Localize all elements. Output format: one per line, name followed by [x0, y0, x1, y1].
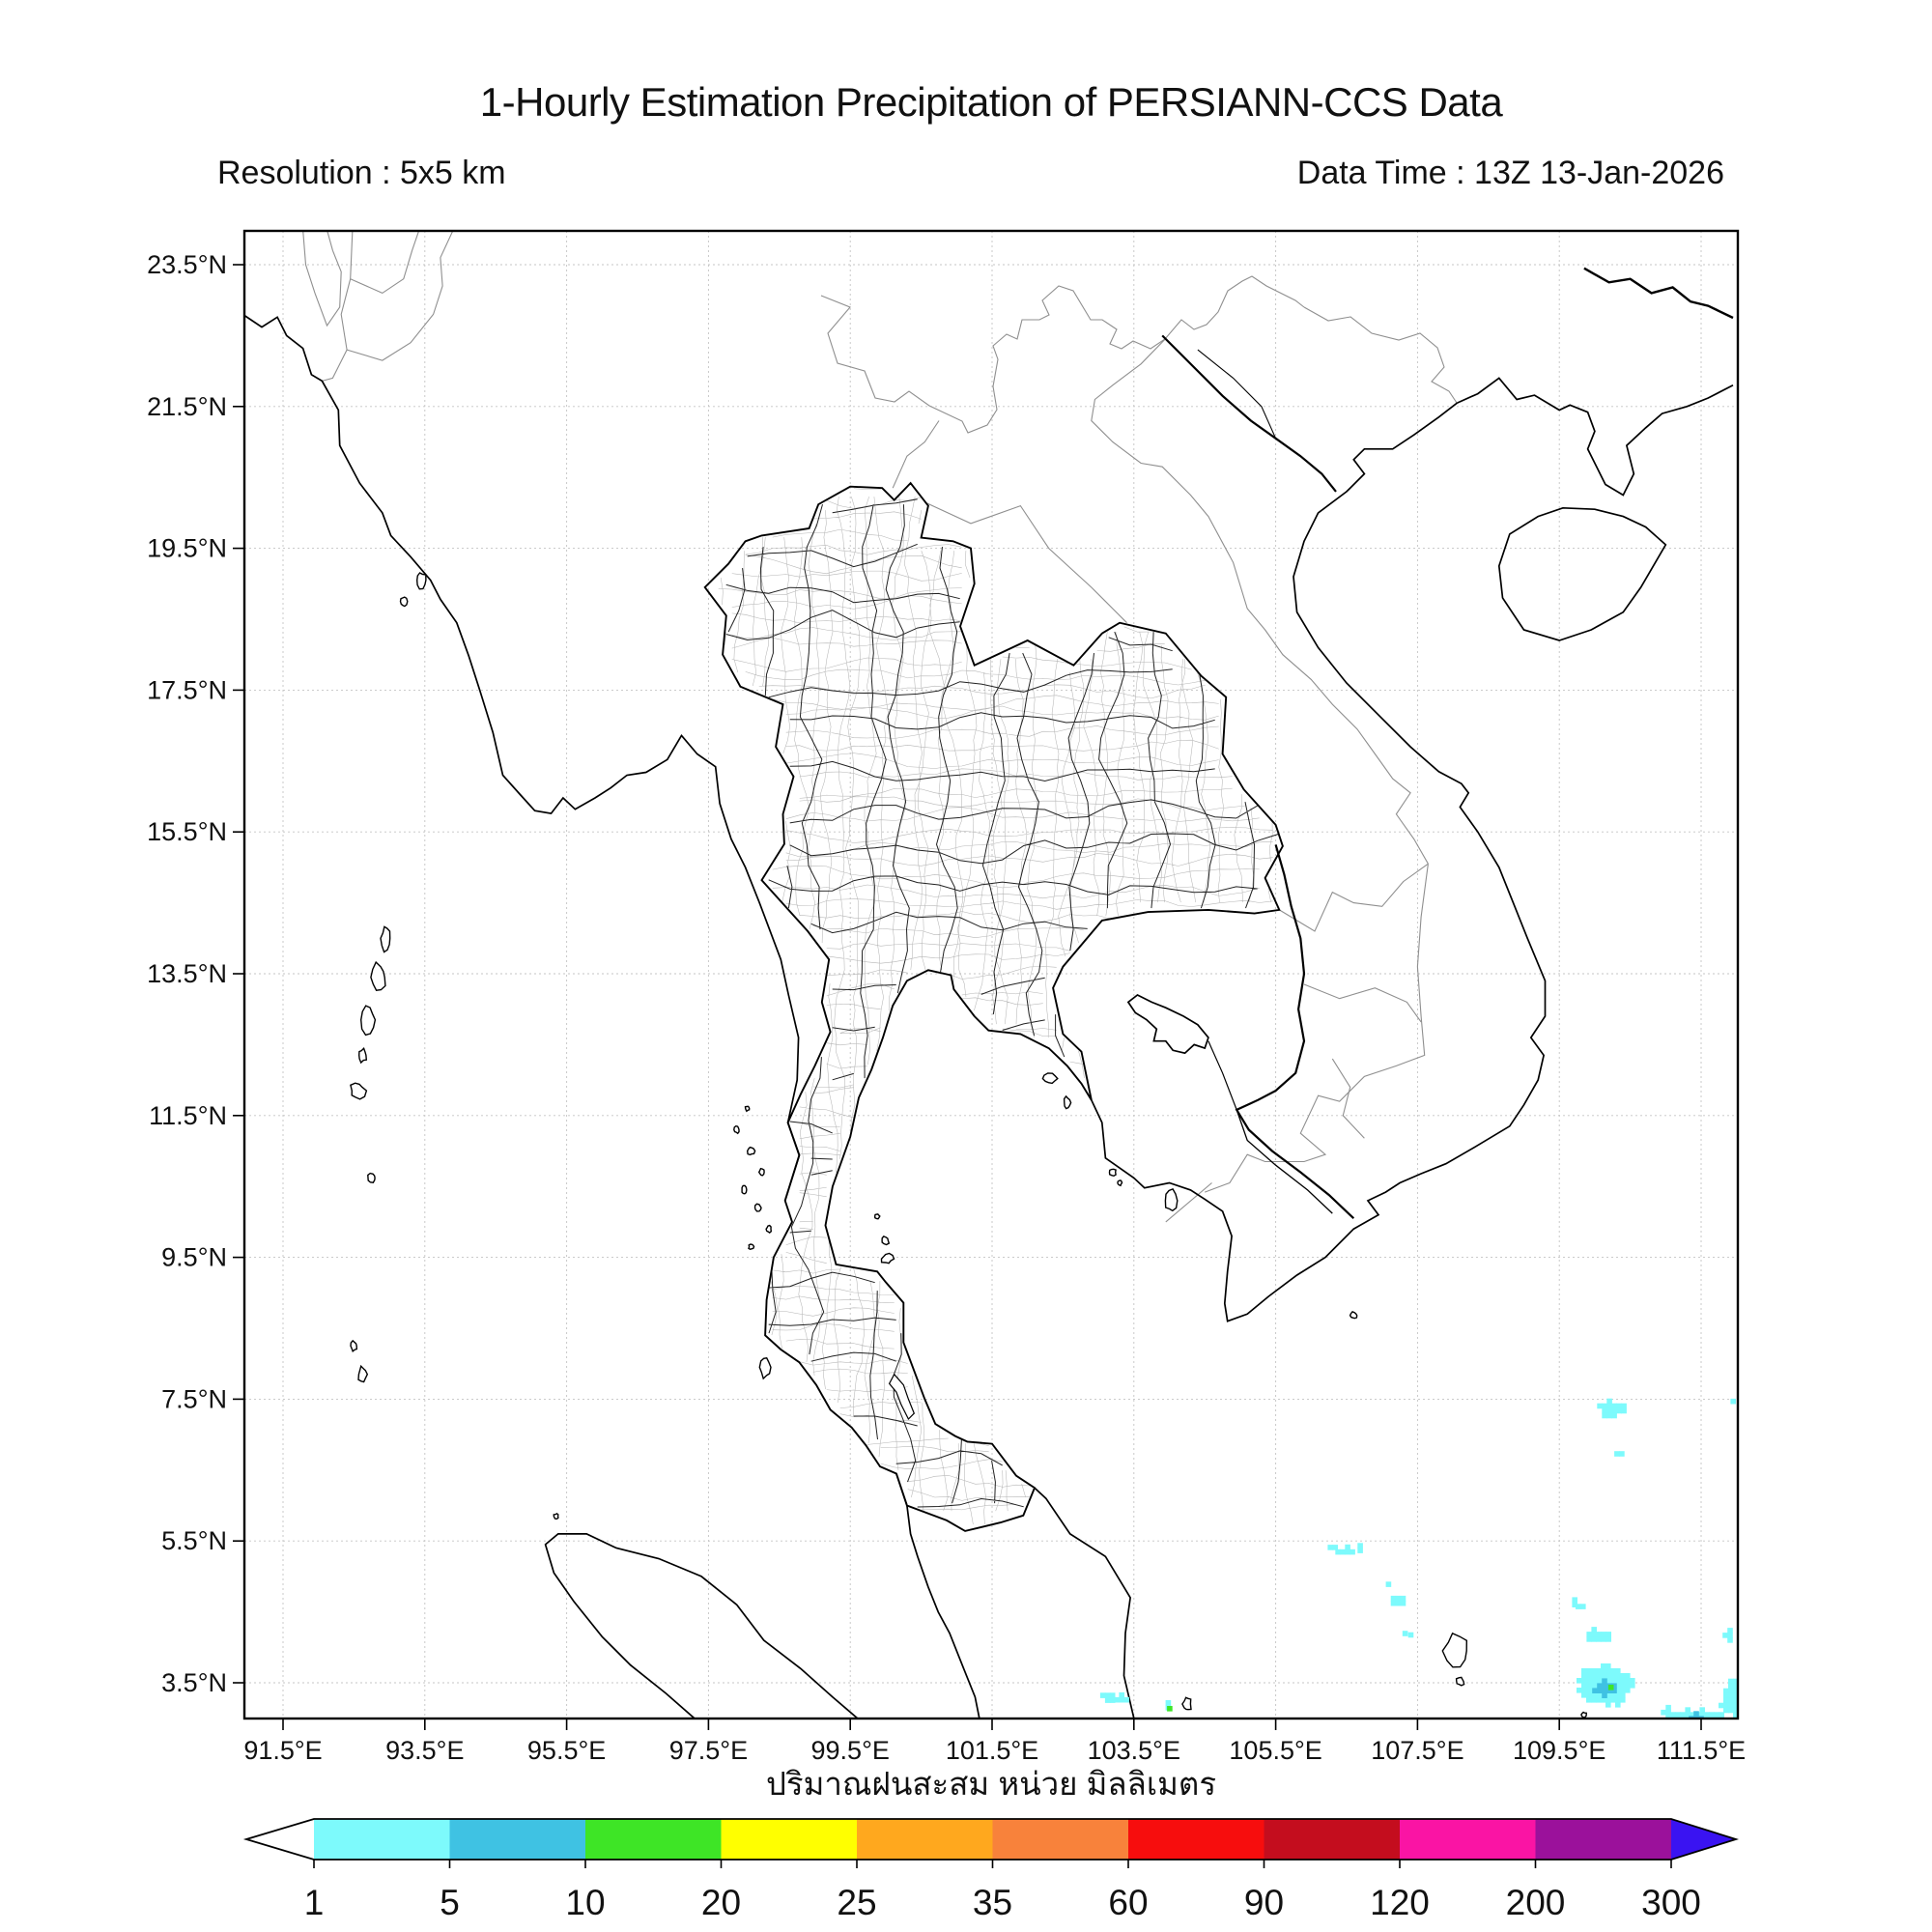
precip-cell — [1357, 1543, 1363, 1553]
data-time-label: Data Time : 13Z 13-Jan-2026 — [1296, 155, 1724, 191]
lat-tick-label: 17.5°N — [147, 675, 227, 704]
lon-tick-label: 103.5°E — [1088, 1736, 1180, 1765]
precip-cell — [1327, 1545, 1338, 1550]
colorbar-segment — [1128, 1819, 1264, 1860]
colorbar-segment — [314, 1819, 450, 1860]
colorbar-segment — [992, 1819, 1129, 1860]
rivers-layer — [1161, 267, 1734, 1219]
colorbar-tick-label: 1 — [304, 1883, 325, 1922]
figure-title: 1-Hourly Estimation Precipitation of PER… — [479, 79, 1503, 125]
precip-cell — [1572, 1597, 1577, 1607]
islands-layer — [350, 572, 1587, 1719]
colorbar-tick-label: 20 — [701, 1883, 741, 1922]
colorbar-over-arrow — [1671, 1819, 1736, 1860]
precip-cell — [1099, 1692, 1116, 1703]
colorbar-tick-label: 10 — [565, 1883, 605, 1922]
colorbar-tick-label: 25 — [837, 1883, 876, 1922]
lat-tick-label: 23.5°N — [147, 250, 227, 279]
colorbar-segment — [1400, 1819, 1536, 1860]
lat-tick-label: 5.5°N — [161, 1526, 227, 1555]
thailand-province-boundaries — [725, 498, 1279, 1508]
colorbar-segment — [585, 1819, 722, 1860]
colorbar-tick-label: 90 — [1244, 1883, 1284, 1922]
axis-labels: 91.5°E 93.5°E 95.5°E 97.5°E 99.5°E 101.5°E 103… — [147, 250, 1746, 1765]
lat-tick-label: 3.5°N — [161, 1668, 227, 1697]
precip-cell — [1407, 1632, 1414, 1638]
thailand-district-boundaries — [718, 488, 1273, 1525]
coastline-layer — [244, 315, 1734, 1719]
precip-cell — [1722, 1628, 1733, 1643]
lon-tick-label: 91.5°E — [243, 1736, 322, 1765]
units-caption: ปริมาณฝนสะสม หน่วย มิลลิเมตร — [765, 1766, 1217, 1802]
colorbar-segment — [1535, 1819, 1672, 1860]
colorbar-tick-label: 200 — [1506, 1883, 1566, 1922]
colorbar: 1 5 10 20 25 35 60 90 120 200 300 — [242, 1818, 1740, 1922]
lat-tick-label: 9.5°N — [161, 1243, 227, 1272]
precip-cell — [1689, 1711, 1704, 1719]
map-area — [244, 231, 1738, 1725]
precip-cell — [1614, 1451, 1625, 1457]
colorbar-tick-label: 35 — [973, 1883, 1012, 1922]
colorbar-segment — [721, 1819, 858, 1860]
precip-cell — [1167, 1706, 1173, 1712]
precip-cell — [1335, 1544, 1355, 1555]
colorbar-tick-label: 300 — [1641, 1883, 1701, 1922]
colorbar-tick-label: 5 — [440, 1883, 460, 1922]
precip-cell — [1719, 1678, 1738, 1719]
lat-tick-label: 19.5°N — [147, 534, 227, 563]
tonle-sap-lake — [1126, 994, 1209, 1055]
precip-cell — [1390, 1595, 1406, 1606]
precip-cell — [1714, 1719, 1719, 1725]
lon-tick-label: 105.5°E — [1229, 1736, 1321, 1765]
precipitation-layer — [1099, 1398, 1738, 1725]
resolution-label: Resolution : 5x5 km — [217, 155, 506, 191]
precip-cell — [1730, 1398, 1736, 1405]
lon-tick-label: 97.5°E — [669, 1736, 748, 1765]
lon-tick-label: 111.5°E — [1657, 1736, 1746, 1765]
colorbar-tick-label: 60 — [1108, 1883, 1148, 1922]
axis-ticks — [233, 264, 1702, 1730]
lat-tick-label: 11.5°N — [149, 1101, 227, 1130]
lon-tick-label: 101.5°E — [946, 1736, 1038, 1765]
precip-cell — [1114, 1691, 1129, 1703]
lon-tick-label: 93.5°E — [385, 1736, 464, 1765]
map-frame — [242, 229, 1740, 1720]
lon-tick-label: 99.5°E — [811, 1736, 890, 1765]
lon-tick-label: 107.5°E — [1371, 1736, 1463, 1765]
colorbar-segment — [1264, 1819, 1401, 1860]
precip-cell — [1586, 1627, 1611, 1642]
precip-cell — [1576, 1604, 1586, 1609]
colorbar-segment — [857, 1819, 993, 1860]
lon-tick-label: 109.5°E — [1513, 1736, 1605, 1765]
lat-tick-label: 13.5°N — [147, 959, 227, 988]
lat-tick-label: 7.5°N — [161, 1384, 227, 1413]
lat-tick-label: 21.5°N — [147, 392, 227, 421]
colorbar-tick-label: 120 — [1370, 1883, 1430, 1922]
thailand-outline — [703, 481, 1284, 1532]
country-borders-layer — [302, 231, 1458, 1223]
lon-tick-label: 95.5°E — [527, 1736, 606, 1765]
lat-tick-label: 15.5°N — [147, 817, 227, 846]
colorbar-segment — [449, 1819, 586, 1860]
precip-cell — [1402, 1631, 1408, 1636]
colorbar-under-arrow — [246, 1819, 314, 1860]
precip-cell — [1385, 1581, 1392, 1587]
grid-layer — [244, 231, 1738, 1719]
songkhla-lake — [888, 1373, 916, 1421]
precip-cell — [1661, 1704, 1671, 1719]
precip-cell — [1597, 1398, 1627, 1419]
precip-cell — [1607, 1685, 1614, 1690]
